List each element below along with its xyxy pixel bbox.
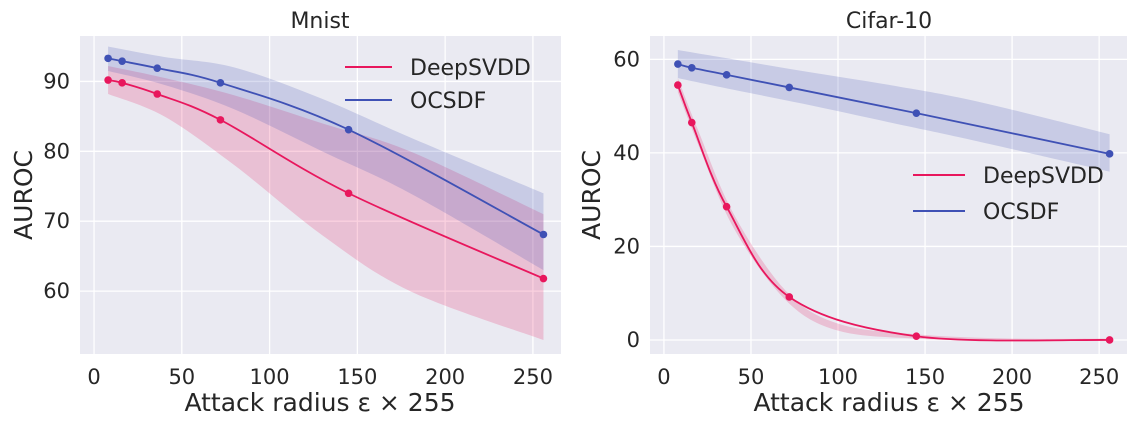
x-tick-label: 100 [818,365,858,389]
data-point-ocsdf [104,54,112,63]
data-points-mnist [104,54,548,283]
panel-mnist: 0 50 100 150 200 250 60 70 80 90 Mnist Attack ra… [9,9,561,417]
x-tick-labels-cifar10: 0 50 100 150 200 250 [657,365,1119,389]
x-tick-labels-mnist: 0 50 100 150 200 250 [87,365,553,389]
x-tick-label: 150 [905,365,945,389]
y-tick-label: 20 [613,234,640,258]
data-point-ocsdf [722,71,731,79]
x-tick-label: 50 [738,365,765,389]
data-point-ocsdf [785,83,794,92]
data-point-ocsdf [674,60,682,68]
x-tick-label: 250 [1079,365,1119,389]
y-tick-label: 70 [43,209,70,233]
data-point-deepsvdd [1105,336,1114,344]
y-tick-labels-cifar10: 0 20 40 60 [613,47,640,352]
legend-label-ocsdf-mnist: OCSDF [410,89,486,114]
chart-title-cifar10: Cifar-10 [846,9,932,34]
data-point-ocsdf [153,64,162,72]
legend-label-deepsvdd-mnist: DeepSVDD [410,56,531,81]
data-point-deepsvdd [687,118,696,127]
data-point-deepsvdd [539,274,548,283]
legend-label-ocsdf-cifar10: OCSDF [983,200,1059,225]
data-point-deepsvdd [674,81,682,89]
confidence-bands-mnist [108,46,544,341]
data-point-deepsvdd [104,76,112,84]
confidence-bands-cifar10 [677,50,1110,342]
grid-cifar10 [650,36,1127,354]
y-tick-label: 60 [43,279,70,303]
x-tick-label: 50 [168,365,195,389]
data-point-ocsdf [539,230,548,239]
x-tick-label: 150 [337,365,377,389]
x-tick-label: 0 [87,365,100,389]
legend-mnist: DeepSVDD OCSDF [345,56,531,114]
plot-area-mnist [80,36,561,354]
legend-label-deepsvdd-cifar10: DeepSVDD [983,164,1104,189]
x-axis-label-cifar10: Attack radius ε × 255 [753,388,1024,417]
y-tick-label: 0 [627,328,640,352]
data-point-ocsdf [118,57,126,65]
data-point-deepsvdd [216,116,225,124]
plot-area-cifar10 [650,36,1127,354]
x-tick-label: 250 [513,365,553,389]
x-tick-label: 200 [425,365,465,389]
y-tick-labels-mnist: 60 70 80 90 [43,69,70,303]
y-axis-label-mnist: AUROC [9,150,38,240]
grid-mnist [80,36,561,354]
y-tick-label: 60 [613,47,640,71]
data-points-cifar10 [674,60,1114,344]
data-point-ocsdf [687,64,696,72]
legend-cifar10: DeepSVDD OCSDF [913,164,1104,225]
confidence-band-deepsvdd [108,66,544,341]
data-point-deepsvdd [153,90,162,98]
data-point-ocsdf [1105,150,1114,158]
data-point-deepsvdd [785,293,794,301]
y-tick-label: 40 [613,141,640,165]
data-point-deepsvdd [722,202,731,211]
x-tick-label: 200 [992,365,1032,389]
confidence-band-ocsdf [108,46,544,271]
data-point-ocsdf [344,125,353,134]
y-axis-label-cifar10: AUROC [577,150,606,240]
data-point-deepsvdd [912,332,921,341]
x-tick-label: 100 [250,365,290,389]
panel-cifar10: 0 50 100 150 200 250 0 20 40 60 Cifar-10 Attack … [577,9,1127,417]
y-tick-label: 90 [43,69,70,93]
y-tick-label: 80 [43,139,70,163]
data-point-deepsvdd [118,79,126,87]
data-point-deepsvdd [344,189,353,198]
x-tick-label: 0 [657,365,670,389]
confidence-band-ocsdf [677,50,1110,172]
data-point-ocsdf [912,109,921,117]
chart-title-mnist: Mnist [290,9,349,34]
x-axis-label-mnist: Attack radius ε × 255 [184,388,455,417]
data-point-ocsdf [216,79,225,87]
